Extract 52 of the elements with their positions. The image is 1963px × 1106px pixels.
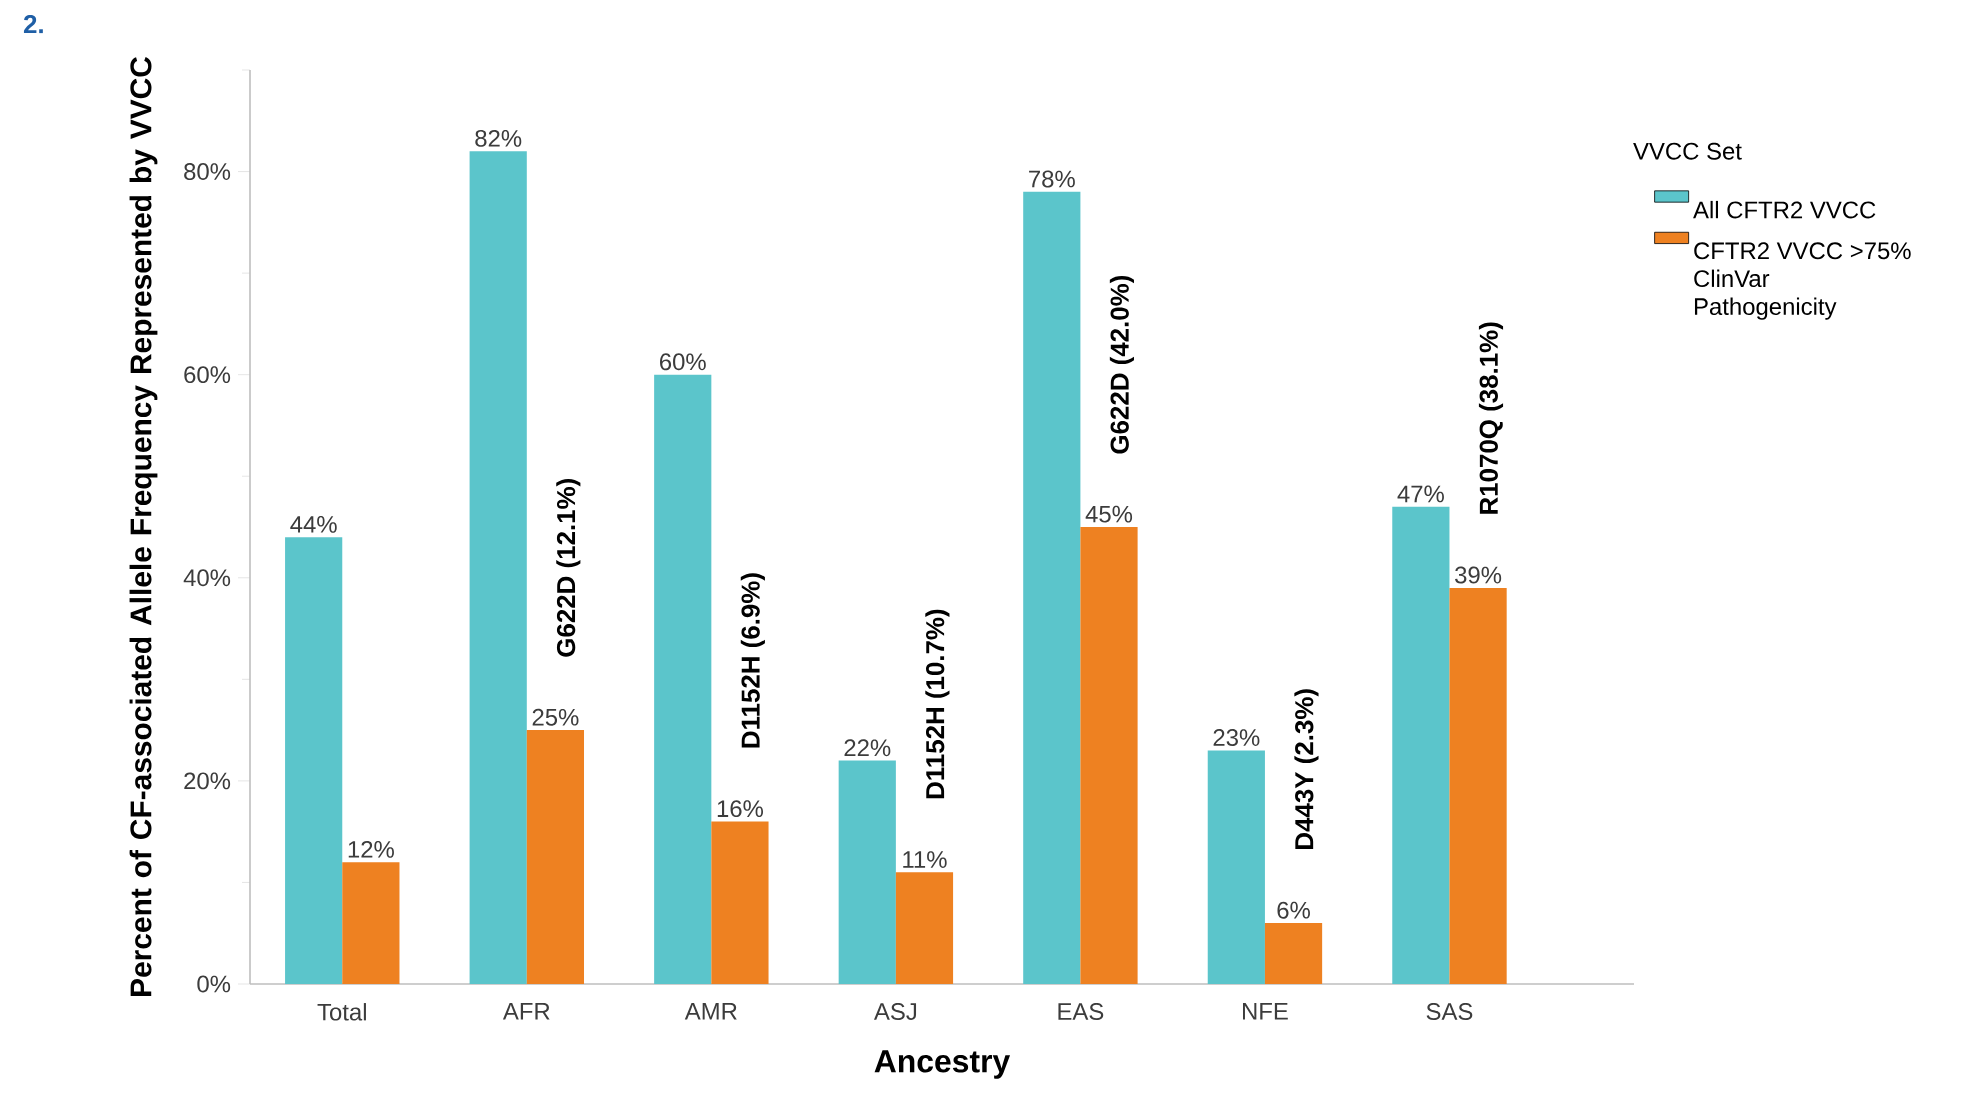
annotation: G622D (42.0%) — [1109, 275, 1134, 454]
bar — [1264, 923, 1323, 984]
data-label: 11% — [903, 851, 947, 868]
bar — [654, 374, 712, 984]
annotation: D443Y (2.3%) — [1294, 689, 1319, 849]
annotation: D1152H (6.9%) — [740, 573, 765, 748]
legend-title: VVCC Set — [1633, 142, 1742, 160]
y-axis-title: Percent of CF-associated Allele Frequency Represented by VVCC — [129, 57, 158, 996]
y-tick-label: 20% — [184, 772, 231, 790]
x-tick-label: Total — [317, 1003, 366, 1021]
data-label: 39% — [1455, 566, 1502, 584]
bar — [526, 730, 585, 984]
data-label: 82% — [475, 129, 522, 147]
bar — [285, 537, 343, 984]
y-tick-label: 80% — [184, 163, 231, 181]
legend-label: CFTR2 VVCC >75% ClinVar Pathogenicity — [1694, 242, 1911, 320]
data-label: 45% — [1085, 505, 1133, 523]
annotation: D1152H (10.7%) — [925, 609, 950, 799]
data-label: 22% — [844, 739, 891, 757]
x-tick-label: AMR — [684, 1003, 737, 1020]
bar — [711, 821, 769, 984]
data-label: 78% — [1029, 170, 1075, 188]
bar — [895, 872, 954, 984]
y-tick-label: 60% — [184, 366, 231, 384]
bar — [1449, 587, 1507, 984]
data-label: 12% — [348, 840, 394, 858]
data-label: 44% — [290, 516, 337, 533]
bar — [469, 151, 527, 984]
x-tick-label: AFR — [502, 1003, 550, 1020]
y-tick-label: 0% — [197, 975, 231, 993]
data-label: 60% — [660, 353, 706, 371]
bar — [342, 862, 400, 984]
x-tick-label: SAS — [1426, 1003, 1473, 1020]
data-label: 6% — [1277, 901, 1310, 919]
bar — [1023, 191, 1081, 984]
x-tick-label: ASJ — [873, 1003, 917, 1020]
legend-label: All CFTR2 VVCC — [1693, 200, 1876, 219]
data-label: 23% — [1213, 729, 1260, 747]
annotation: G622D (12.1%) — [556, 479, 581, 657]
text: 2. — [23, 15, 43, 34]
y-tick-label: 40% — [183, 569, 231, 587]
x-tick-label: NFE — [1243, 1003, 1288, 1020]
annotation: R1070Q (38.1%) — [1478, 322, 1504, 514]
bar — [1392, 506, 1450, 984]
bar — [1207, 750, 1265, 984]
x-tick-label: EAS — [1058, 1003, 1104, 1020]
data-label: 25% — [532, 708, 579, 726]
x-axis-title: Ancestry — [874, 1050, 1011, 1079]
data-label: 47% — [1397, 485, 1444, 503]
data-label: 16% — [717, 800, 764, 818]
bar — [838, 760, 896, 984]
bar — [1080, 527, 1138, 984]
